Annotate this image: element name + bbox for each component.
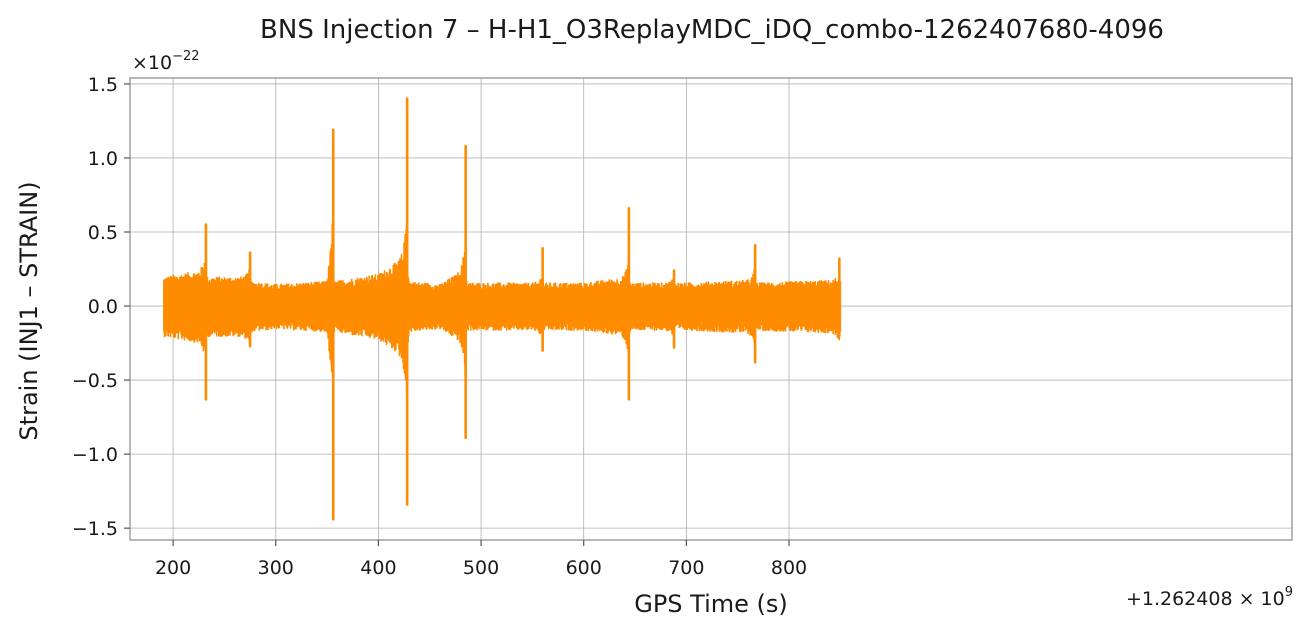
plot-area	[163, 97, 842, 521]
series-line	[163, 216, 842, 397]
x-tick-label: 400	[360, 557, 396, 579]
x-axis: 200 300 400 500 600 700 800	[155, 540, 807, 579]
axes-frame	[129, 77, 1293, 541]
y-tick-label: −1.5	[72, 518, 118, 540]
x-axis-label: GPS Time (s)	[634, 590, 788, 618]
y-tick-label: 0.5	[88, 222, 118, 244]
x-tick-label: 700	[668, 557, 704, 579]
x-offset-label: +1.262408 × 109	[1126, 585, 1293, 610]
y-tick-label: −0.5	[72, 370, 118, 392]
y-tick-label: −1.0	[72, 444, 118, 466]
y-tick-label: 0.0	[88, 296, 118, 318]
x-tick-label: 800	[771, 557, 807, 579]
y-axis: −1.5 −1.0 −0.5 0.0 0.5 1.0 1.5	[72, 74, 130, 540]
y-axis-label: Strain (INJ1 – STRAIN)	[15, 181, 43, 440]
chart-title: BNS Injection 7 – H-H1_O3ReplayMDC_iDQ_c…	[260, 15, 1164, 45]
y-tick-label: 1.0	[88, 148, 118, 170]
x-tick-label: 500	[463, 557, 499, 579]
x-tick-label: 600	[566, 557, 602, 579]
x-tick-label: 200	[155, 557, 191, 579]
x-tick-label: 300	[258, 557, 294, 579]
y-scale-label: ×10−22	[132, 49, 200, 74]
y-tick-label: 1.5	[88, 74, 118, 96]
